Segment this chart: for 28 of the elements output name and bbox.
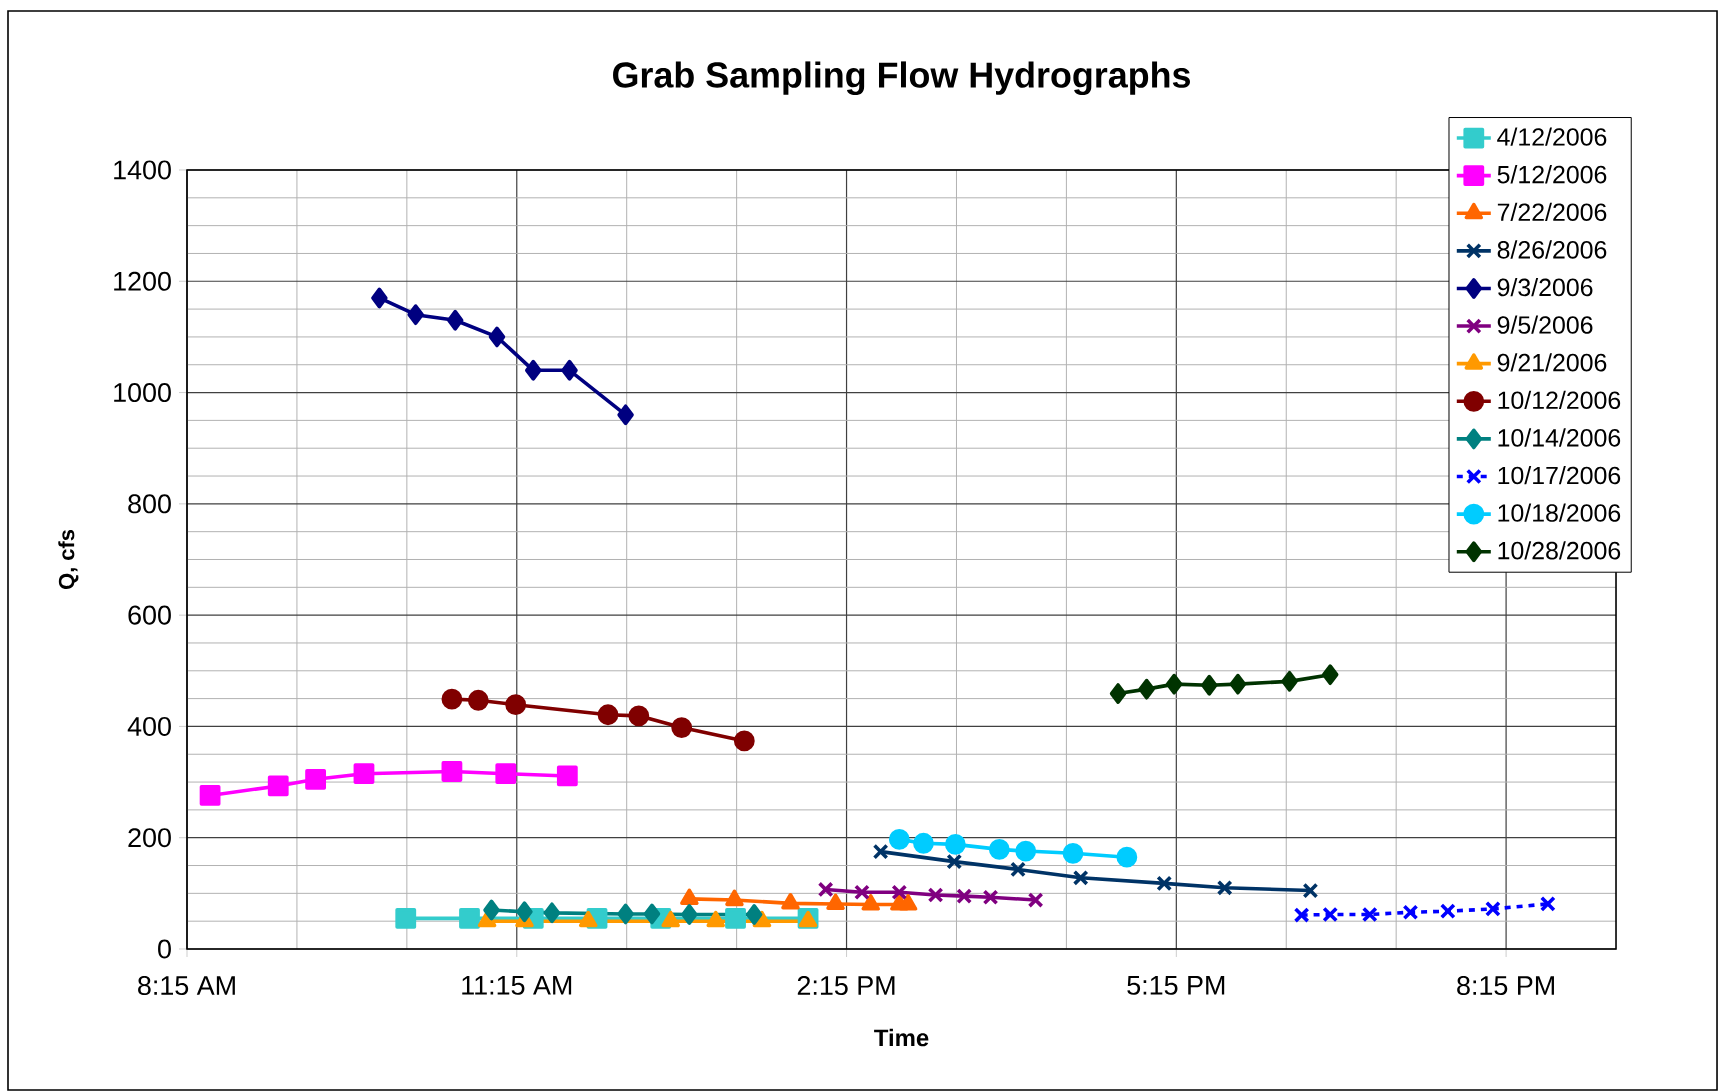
legend-label: 9/5/2006 [1497, 315, 1593, 334]
legend-label: 9/21/2006 [1497, 353, 1607, 372]
legend-label: 5/12/2006 [1497, 165, 1607, 184]
y-tick-label: 600 [128, 605, 171, 625]
x-tick-label: 8:15 AM [138, 976, 235, 996]
x-tick-label: 2:15 PM [797, 976, 895, 996]
legend-label: 10/18/2006 [1498, 503, 1621, 522]
y-tick-label: 1200 [114, 271, 171, 291]
legend-label: 10/12/2006 [1498, 390, 1621, 410]
legend-label: 10/17/2006 [1498, 465, 1621, 485]
y-tick-label: 0 [158, 939, 171, 959]
x-tick-label: 5:15 PM [1127, 976, 1225, 995]
y-tick-label: 200 [128, 828, 171, 848]
y-tick-label: 1400 [114, 160, 171, 180]
legend-label: 7/22/2006 [1497, 202, 1607, 222]
y-tick-label: 800 [128, 494, 171, 514]
y-tick-label: 400 [127, 716, 171, 736]
y-tick-label: 1000 [114, 383, 171, 403]
x-axis-title: Time [874, 1028, 929, 1047]
legend-label: 10/14/2006 [1498, 428, 1621, 447]
legend-label: 10/28/2006 [1498, 541, 1621, 560]
x-tick-label: 11:15 AM [462, 976, 572, 995]
legend-label: 8/26/2006 [1497, 240, 1607, 259]
legend-label: 4/12/2006 [1497, 127, 1607, 146]
legend-label: 9/3/2006 [1497, 277, 1593, 297]
chart-title: Grab Sampling Flow Hydrographs [613, 61, 1190, 95]
y-axis-title: Q, cfs [58, 529, 79, 590]
x-tick-label: 8:15 PM [1457, 976, 1554, 996]
